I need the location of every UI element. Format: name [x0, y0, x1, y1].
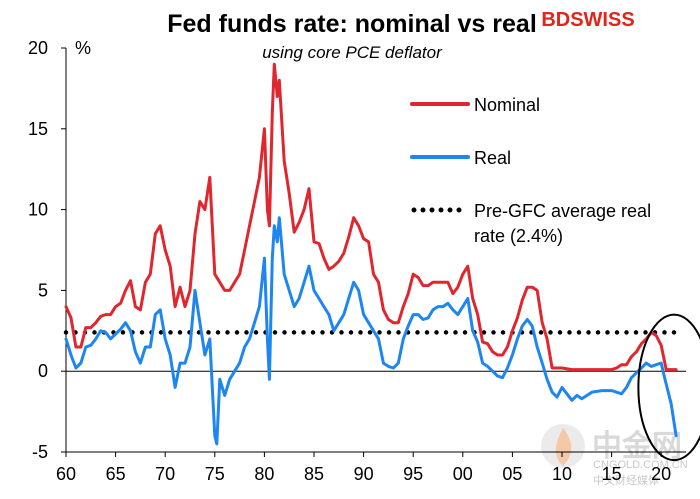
chart-title: Fed funds rate: nominal vs real [167, 10, 537, 38]
y-tick-label: 0 [38, 361, 48, 381]
y-tick-label: -5 [32, 442, 48, 462]
series-line-real [64, 216, 678, 446]
series-line-nominal [64, 62, 678, 372]
x-tick-label: 00 [453, 464, 473, 484]
brand-logo: BDSWISS [541, 9, 634, 31]
watermark-logo-text: 中金网 [592, 429, 682, 463]
series-lines [64, 62, 678, 446]
x-tick-label: 90 [354, 464, 374, 484]
y-tick-label: 20 [28, 38, 48, 58]
x-tick-label: 15 [602, 464, 622, 484]
watermark-flame-icon [541, 424, 585, 468]
highlight-ellipse-shape [637, 313, 700, 462]
x-tick-label: 65 [106, 464, 126, 484]
x-tick-label: 10 [552, 464, 572, 484]
chart-subtitle: using core PCE deflator [262, 43, 443, 62]
brand-logo-text: BDSWISS [541, 9, 634, 31]
x-tick-label: 70 [155, 464, 175, 484]
highlight-ellipse [637, 313, 700, 462]
x-tick-label: 05 [502, 464, 522, 484]
x-tick-label: 80 [254, 464, 274, 484]
x-tick-label: 85 [304, 464, 324, 484]
watermark-url: CNGOLD.COM.CN [593, 459, 688, 471]
y-tick-label: 15 [28, 119, 48, 139]
watermark-tagline: 中文财经媒体 [593, 473, 659, 487]
x-tick-label: 60 [56, 464, 76, 484]
x-tick-label: 75 [205, 464, 225, 484]
y-axis-unit: % [75, 38, 91, 58]
legend-label-avg-line2: rate (2.4%) [474, 226, 563, 246]
legend: Nominal Real Pre-GFC average real rate (2.4… [410, 95, 651, 246]
watermark: 中金网 CNGOLD.COM.CN 中文财经媒体 [541, 424, 688, 487]
x-tick-label: 20 [651, 464, 671, 484]
x-tick-label: 95 [403, 464, 423, 484]
y-tick-label: 10 [28, 200, 48, 220]
y-tick-label: 5 [38, 280, 48, 300]
legend-label-nominal: Nominal [474, 95, 540, 115]
legend-label-real: Real [474, 148, 511, 168]
legend-label-avg-line1: Pre-GFC average real [474, 201, 651, 221]
